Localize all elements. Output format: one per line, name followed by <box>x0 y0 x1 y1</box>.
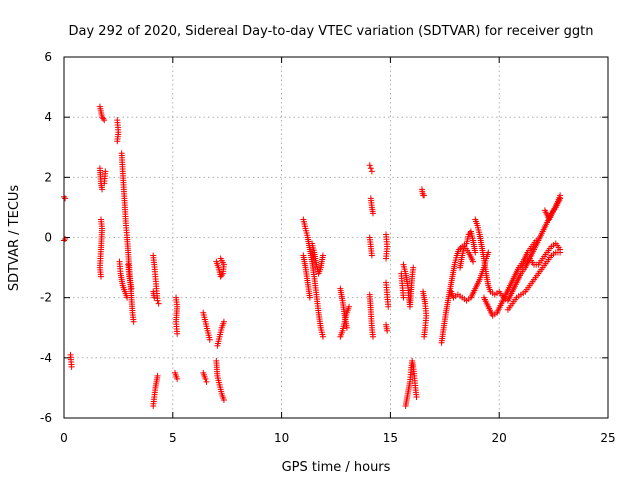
data-points <box>61 103 564 409</box>
data-point <box>470 258 477 265</box>
series-arc-4.2h <box>150 252 162 409</box>
data-point <box>368 252 375 259</box>
data-point <box>99 186 106 193</box>
data-point <box>343 324 350 331</box>
x-tick-label: 25 <box>600 431 615 445</box>
data-point <box>400 294 407 301</box>
data-point <box>114 138 121 145</box>
series-arc-2.5h <box>114 117 137 325</box>
data-point <box>367 165 374 172</box>
y-tick-label: 0 <box>44 231 52 245</box>
y-tick-label: -2 <box>40 291 52 305</box>
data-point <box>130 318 137 325</box>
x-tick-label: 10 <box>274 431 289 445</box>
data-point <box>410 264 417 271</box>
y-tick-label: -4 <box>40 351 52 365</box>
series-arc-5.2h <box>171 294 181 382</box>
series-arc-11.3h <box>300 216 326 340</box>
data-point <box>421 333 428 340</box>
data-point <box>62 236 69 243</box>
series-arc-6.5h <box>200 309 213 385</box>
data-point <box>383 255 390 262</box>
y-axis-label: SDTVAR / TECUs <box>7 185 22 292</box>
data-point <box>202 375 209 382</box>
data-point <box>472 249 479 256</box>
plot-frame <box>63 56 609 419</box>
data-point <box>413 393 420 400</box>
data-point <box>557 192 564 199</box>
x-tick-label: 5 <box>169 431 177 445</box>
data-point <box>100 115 107 122</box>
series-arc-7.2h <box>213 255 227 403</box>
chart-title: Day 292 of 2020, Sidereal Day-to-day VTE… <box>69 24 594 39</box>
data-point <box>485 249 492 256</box>
data-point <box>174 330 181 337</box>
data-point <box>368 168 375 175</box>
data-point <box>206 336 213 343</box>
y-tick-label: 2 <box>44 170 52 184</box>
data-point <box>128 285 135 292</box>
data-point <box>154 297 161 304</box>
data-point <box>346 303 353 310</box>
data-point <box>155 300 162 307</box>
series-arc-1.7h <box>96 103 109 280</box>
data-point <box>174 375 181 382</box>
data-point <box>220 396 227 403</box>
axis-ticks: 0 5 10 15 20 25 -6 -4 -2 0 2 4 6 <box>40 50 616 445</box>
series-arc-19.5h <box>472 192 564 319</box>
data-point <box>385 303 392 310</box>
data-point <box>154 372 161 379</box>
data-point <box>306 294 313 301</box>
y-tick-label: -6 <box>40 411 52 425</box>
data-point <box>384 327 391 334</box>
x-tick-label: 0 <box>60 431 68 445</box>
data-point <box>366 162 373 169</box>
y-tick-label: 6 <box>44 50 52 64</box>
data-point <box>217 255 224 262</box>
data-point <box>319 333 326 340</box>
x-tick-label: 15 <box>383 431 398 445</box>
data-point <box>203 378 210 385</box>
series-arc-14.1h <box>366 162 376 340</box>
data-point <box>369 210 376 217</box>
data-point <box>124 294 131 301</box>
data-point <box>319 252 326 259</box>
data-point <box>101 117 108 124</box>
series-arc-15.5h <box>398 261 420 409</box>
data-point <box>151 294 158 301</box>
data-point <box>220 318 227 325</box>
data-point <box>421 192 428 199</box>
y-tick-label: 4 <box>44 110 52 124</box>
data-point <box>68 363 75 370</box>
x-tick-label: 20 <box>492 431 507 445</box>
series-arc-16.5h <box>418 186 430 340</box>
data-point <box>533 237 540 244</box>
data-point <box>101 180 108 187</box>
data-point <box>369 333 376 340</box>
series-arc-14.8h <box>383 231 392 334</box>
series-isolated-start <box>61 193 75 370</box>
x-axis-label: GPS time / hours <box>282 460 391 475</box>
data-point <box>97 273 104 280</box>
grid <box>64 57 608 418</box>
data-point <box>62 195 69 202</box>
series-arc-12.8h <box>337 285 353 340</box>
data-point <box>557 246 564 253</box>
